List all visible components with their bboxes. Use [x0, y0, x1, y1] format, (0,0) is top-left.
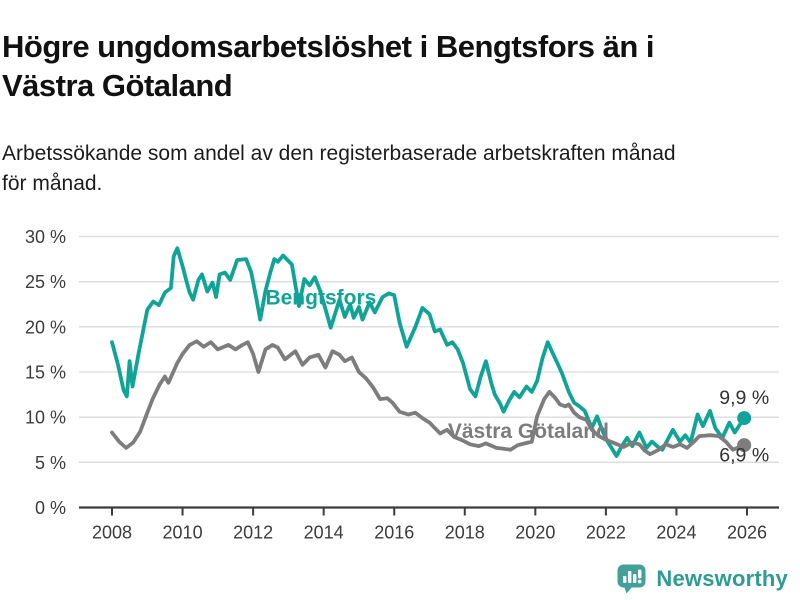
- end-value-label: 6,9 %: [719, 445, 769, 467]
- series-bengtsfors: 9,9 %: [110, 246, 769, 458]
- subtitle-line-1: Arbetssökande som andel av den registerb…: [2, 142, 676, 165]
- end-dot: [737, 411, 752, 426]
- y-tick-label: 20 %: [25, 317, 66, 337]
- end-value-label: 9,9 %: [719, 387, 769, 409]
- x-tick-label: 2026: [727, 523, 767, 543]
- x-tick-label: 2010: [163, 523, 203, 543]
- y-gridlines: [79, 235, 779, 463]
- x-tick-label: 2008: [92, 523, 132, 543]
- subtitle-line-2: för månad.: [2, 172, 103, 195]
- x-axis: 2008 2010 2012 2014 2016 2018 2020 2022 2024 2026: [79, 506, 779, 543]
- y-tick-label: 30 %: [25, 227, 66, 247]
- x-tick-label: 2014: [304, 523, 344, 543]
- y-tick-label: 10 %: [25, 408, 66, 428]
- y-tick-label: 15 %: [25, 363, 66, 383]
- x-tick-label: 2022: [586, 523, 626, 543]
- page-title: Högre ungdomsarbetslöshet i Bengtsfors ä…: [2, 27, 752, 105]
- y-tick-labels: 0 % 5 % 10 % 15 % 20 % 25 % 30 %: [25, 227, 66, 518]
- x-tick-label: 2018: [445, 523, 485, 543]
- series-v-stra-g-taland: 6,9 %: [110, 339, 769, 467]
- y-tick-label: 25 %: [25, 272, 66, 292]
- y-tick-label: 0 %: [35, 498, 66, 518]
- newsworthy-branding: Newsworthy: [616, 563, 788, 594]
- chart-subtitle: Arbetssökande som andel av den registerb…: [2, 139, 798, 199]
- newsworthy-logo-icon: [617, 564, 646, 594]
- series-label: Västra Götaland: [448, 420, 609, 443]
- title-line-1: Högre ungdomsarbetslöshet i Bengtsfors ä…: [2, 28, 654, 64]
- x-tick-label: 2012: [233, 523, 273, 543]
- x-tick-label: 2016: [374, 523, 414, 543]
- end-dot: [737, 438, 752, 453]
- newsworthy-wordmark: Newsworthy: [656, 565, 788, 591]
- series-label: Bengtsfors: [265, 286, 376, 309]
- y-tick-label: 5 %: [35, 453, 66, 473]
- x-tick-label: 2024: [656, 523, 696, 543]
- x-tick-label: 2020: [515, 523, 555, 543]
- title-line-2: Västra Götaland: [2, 67, 233, 103]
